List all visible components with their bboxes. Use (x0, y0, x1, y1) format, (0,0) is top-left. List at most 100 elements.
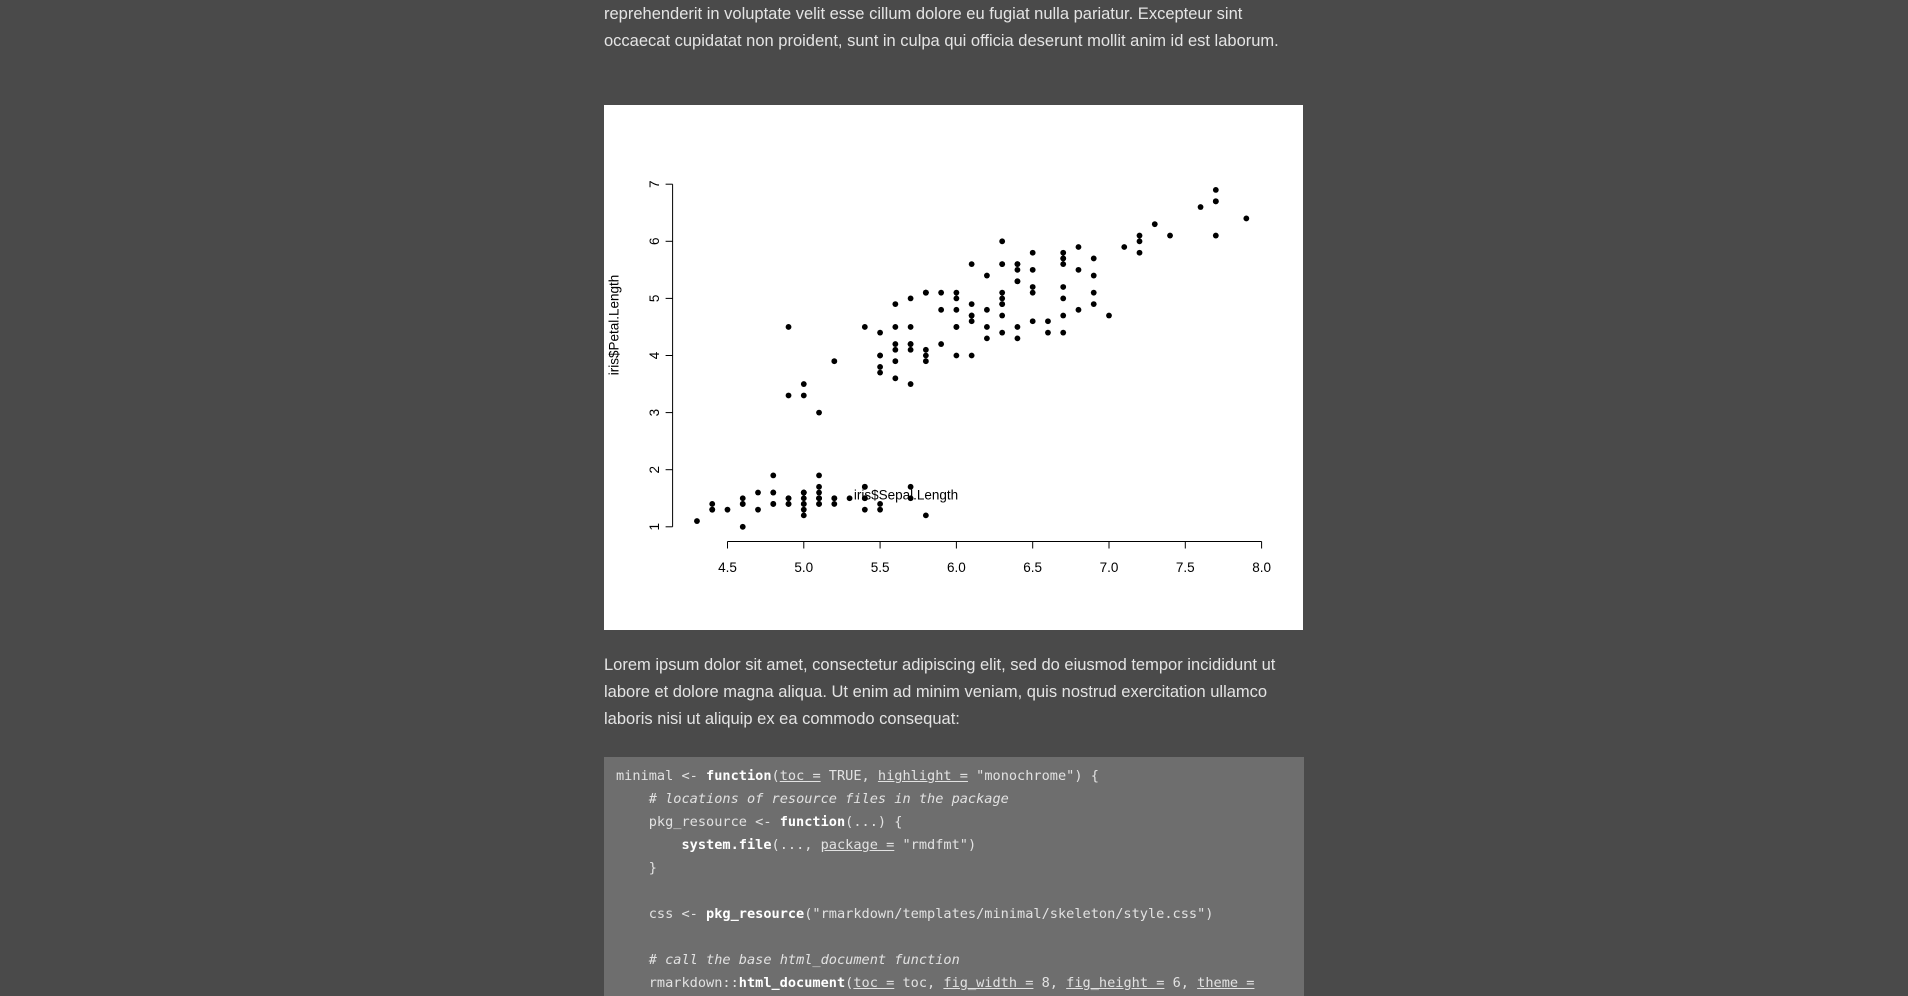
point (755, 506, 761, 513)
point (770, 489, 777, 496)
point (1106, 312, 1112, 319)
code-token: function (779, 814, 846, 830)
point (999, 312, 1006, 319)
point (922, 346, 929, 353)
point (846, 495, 853, 502)
code-line: rmarkdown::html_document(toc = toc, fig_… (616, 972, 1292, 995)
point (877, 506, 883, 513)
point (968, 301, 975, 308)
point (1243, 215, 1250, 222)
code-token: # call the base html_document function (648, 952, 960, 968)
code-text: toc, (894, 975, 944, 991)
point (800, 495, 807, 502)
point (1014, 261, 1021, 268)
point (861, 483, 868, 490)
point (1060, 312, 1067, 319)
point (892, 346, 899, 353)
point (1014, 335, 1021, 342)
point (1136, 238, 1143, 245)
point (816, 409, 822, 416)
point (907, 381, 914, 387)
point (1121, 244, 1128, 250)
code-line (616, 880, 1292, 903)
point (831, 495, 838, 502)
code-line (616, 926, 1292, 949)
point (999, 329, 1006, 336)
point (953, 324, 960, 330)
point (1060, 295, 1067, 302)
point (709, 501, 716, 507)
y-tick-label: 2 (647, 466, 662, 474)
point (999, 238, 1006, 245)
code-line: # call the base html_document function (616, 949, 1292, 972)
code-text: (..., (771, 837, 821, 853)
point (892, 341, 899, 347)
point (1212, 187, 1219, 193)
point (1029, 249, 1036, 256)
point (770, 501, 777, 507)
point (800, 501, 807, 507)
point (1075, 266, 1082, 273)
code-text: minimal <- (616, 768, 707, 784)
point (1212, 198, 1219, 205)
point (1029, 266, 1036, 273)
point (831, 501, 838, 507)
point (953, 352, 960, 359)
x-tick-label: 4.5 (718, 560, 737, 575)
point (907, 295, 914, 302)
y-tick-label: 1 (647, 523, 662, 531)
point (938, 341, 945, 347)
figure: iris$Sepal.Length iris$Petal.Length 1 2 3 4… (604, 105, 1303, 630)
code-text (616, 837, 681, 853)
code-token: # locations of resource files in the pac… (648, 791, 1009, 807)
point (922, 289, 929, 296)
point (999, 301, 1006, 308)
point (877, 352, 883, 359)
code-text: css <- (616, 906, 707, 922)
point (1075, 244, 1082, 250)
code-line: } (616, 857, 1292, 880)
point (984, 272, 990, 279)
point (800, 392, 807, 399)
code-line: system.file(..., package = "rmdfmt") (616, 834, 1292, 857)
point (877, 364, 883, 370)
point (724, 506, 731, 513)
point (907, 341, 914, 347)
point (816, 483, 822, 490)
point (1029, 318, 1036, 325)
code-text: TRUE, (820, 768, 878, 784)
point (922, 358, 929, 365)
code-token: toc = (779, 768, 821, 784)
point (984, 324, 990, 330)
point (1060, 284, 1067, 290)
point (1167, 232, 1173, 239)
paragraph: Lorem ipsum dolor sit amet, consectetur … (604, 656, 1276, 728)
code-token: highlight = (877, 768, 968, 784)
point (1151, 221, 1158, 228)
code-text: 8, (1033, 975, 1067, 991)
code-line: pkg_resource <- function(...) { (616, 811, 1292, 834)
point (1060, 249, 1067, 256)
point (1136, 232, 1143, 239)
point (938, 306, 945, 313)
point (1029, 284, 1036, 290)
code-text: rmarkdown:: (616, 975, 739, 991)
code-text: ( (771, 768, 780, 784)
point (694, 518, 700, 524)
x-tick-label: 5.0 (794, 560, 813, 575)
point (922, 352, 929, 359)
point (1090, 301, 1097, 308)
code-token: fig_width = (943, 975, 1034, 991)
code-text: (...) { (845, 814, 903, 830)
point (1060, 255, 1067, 262)
point (1029, 289, 1036, 296)
code-token: pkg_resource (706, 906, 805, 922)
point (1090, 272, 1097, 279)
code-token: toc = (853, 975, 895, 991)
point (1090, 289, 1097, 296)
point (999, 295, 1006, 302)
point (800, 381, 807, 387)
point (755, 489, 761, 496)
point (1014, 278, 1021, 285)
code-token: system.file (681, 837, 772, 853)
